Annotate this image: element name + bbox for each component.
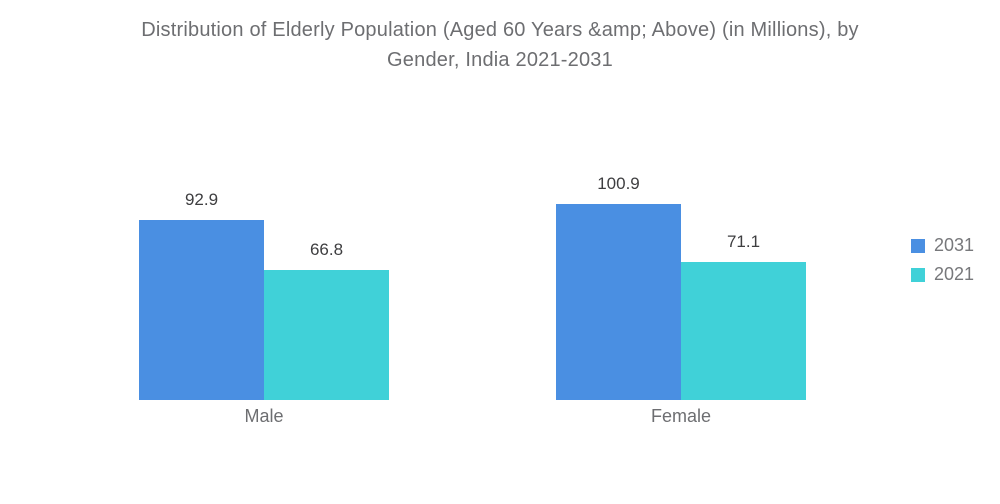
value-label-female-2031: 100.9 [597,174,640,193]
legend-label-2031: 2031 [934,235,975,255]
legend: 2031 2021 [911,235,974,285]
category-label-male: Male [244,406,284,426]
bar-female-2021[interactable] [681,262,806,400]
bar-male-2031[interactable] [139,220,264,400]
legend-item-2021[interactable]: 2021 [911,264,974,285]
bar-group-male: 92.9 66.8 [139,190,389,400]
bar-female-2031[interactable] [556,204,681,400]
bar-slot-male-2021: 66.8 [264,240,389,400]
legend-swatch-2031-icon [911,238,925,253]
value-label-male-2021: 66.8 [309,240,344,259]
category-label-female: Female [650,406,712,426]
bar-slot-male-2031: 92.9 [139,190,264,400]
bar-male-2021[interactable] [264,270,389,400]
legend-label-2021: 2021 [934,264,975,284]
value-label-male-2031: 92.9 [184,190,219,209]
bar-slot-female-2031: 100.9 [556,174,681,400]
chart-title-line-1: Distribution of Elderly Population (Aged… [141,19,859,41]
legend-item-2031[interactable]: 2031 [911,235,974,256]
bar-slot-female-2021: 71.1 [681,232,806,400]
value-label-female-2021: 71.1 [726,232,761,251]
bar-group-female: 100.9 71.1 [556,174,806,400]
legend-swatch-2021-icon [911,267,925,282]
chart-title: Distribution of Elderly Population (Aged… [0,15,1000,75]
chart-title-line-2: Gender, India 2021-2031 [387,49,613,71]
